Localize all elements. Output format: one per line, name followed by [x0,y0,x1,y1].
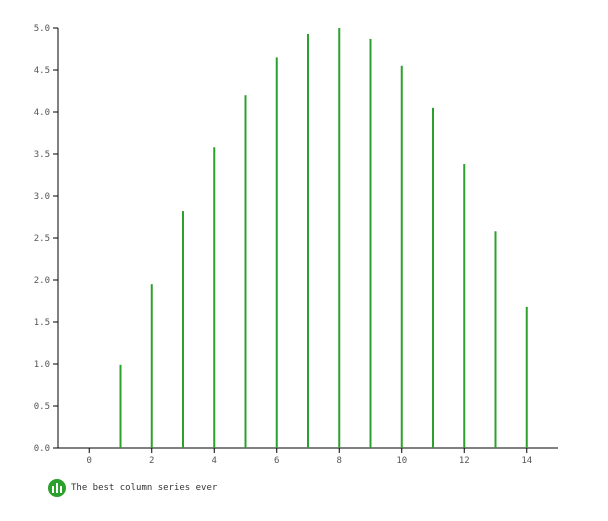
bar [338,28,341,448]
bar [494,231,497,448]
y-tick-label: 0.0 [34,444,50,454]
y-tick-label: 4.0 [34,108,50,118]
y-tick-label: 2.0 [34,276,50,286]
y-tick-label: 5.0 [34,24,50,34]
y-tick-label: 0.5 [34,402,50,412]
y-tick-label: 1.0 [34,360,50,370]
x-tick-label: 4 [212,456,217,466]
bar [119,364,122,448]
y-tick-label: 1.5 [34,318,50,328]
bar [213,147,216,448]
legend: The best column series ever [48,479,217,497]
y-tick-label: 3.5 [34,150,50,160]
x-tick-label: 10 [396,456,407,466]
x-tick-label: 6 [274,456,279,466]
bar [369,38,372,449]
x-tick-label: 8 [337,456,342,466]
axes: 0.0 0.5 1.0 1.5 2.0 2.5 3.0 3.5 4.0 4.5 5.0 0 2 4 6 8 10… [34,24,558,466]
bar [275,57,278,449]
x-tick-label: 0 [87,456,92,466]
y-tick-label: 2.5 [34,234,50,244]
x-tick-label: 14 [521,456,532,466]
legend-label: The best column series ever [71,483,218,493]
bar [525,306,528,448]
bar [182,211,184,448]
column-series-icon [48,479,66,497]
bar [400,65,403,449]
bars [119,28,528,449]
bar [432,107,434,449]
bar [463,164,466,448]
y-tick-label: 3.0 [34,192,50,202]
y-tick-label: 4.5 [34,66,50,76]
x-tick-label: 2 [149,456,154,466]
bar [307,33,309,448]
bar [150,284,153,448]
bar [244,95,247,448]
x-tick-label: 12 [459,456,470,466]
